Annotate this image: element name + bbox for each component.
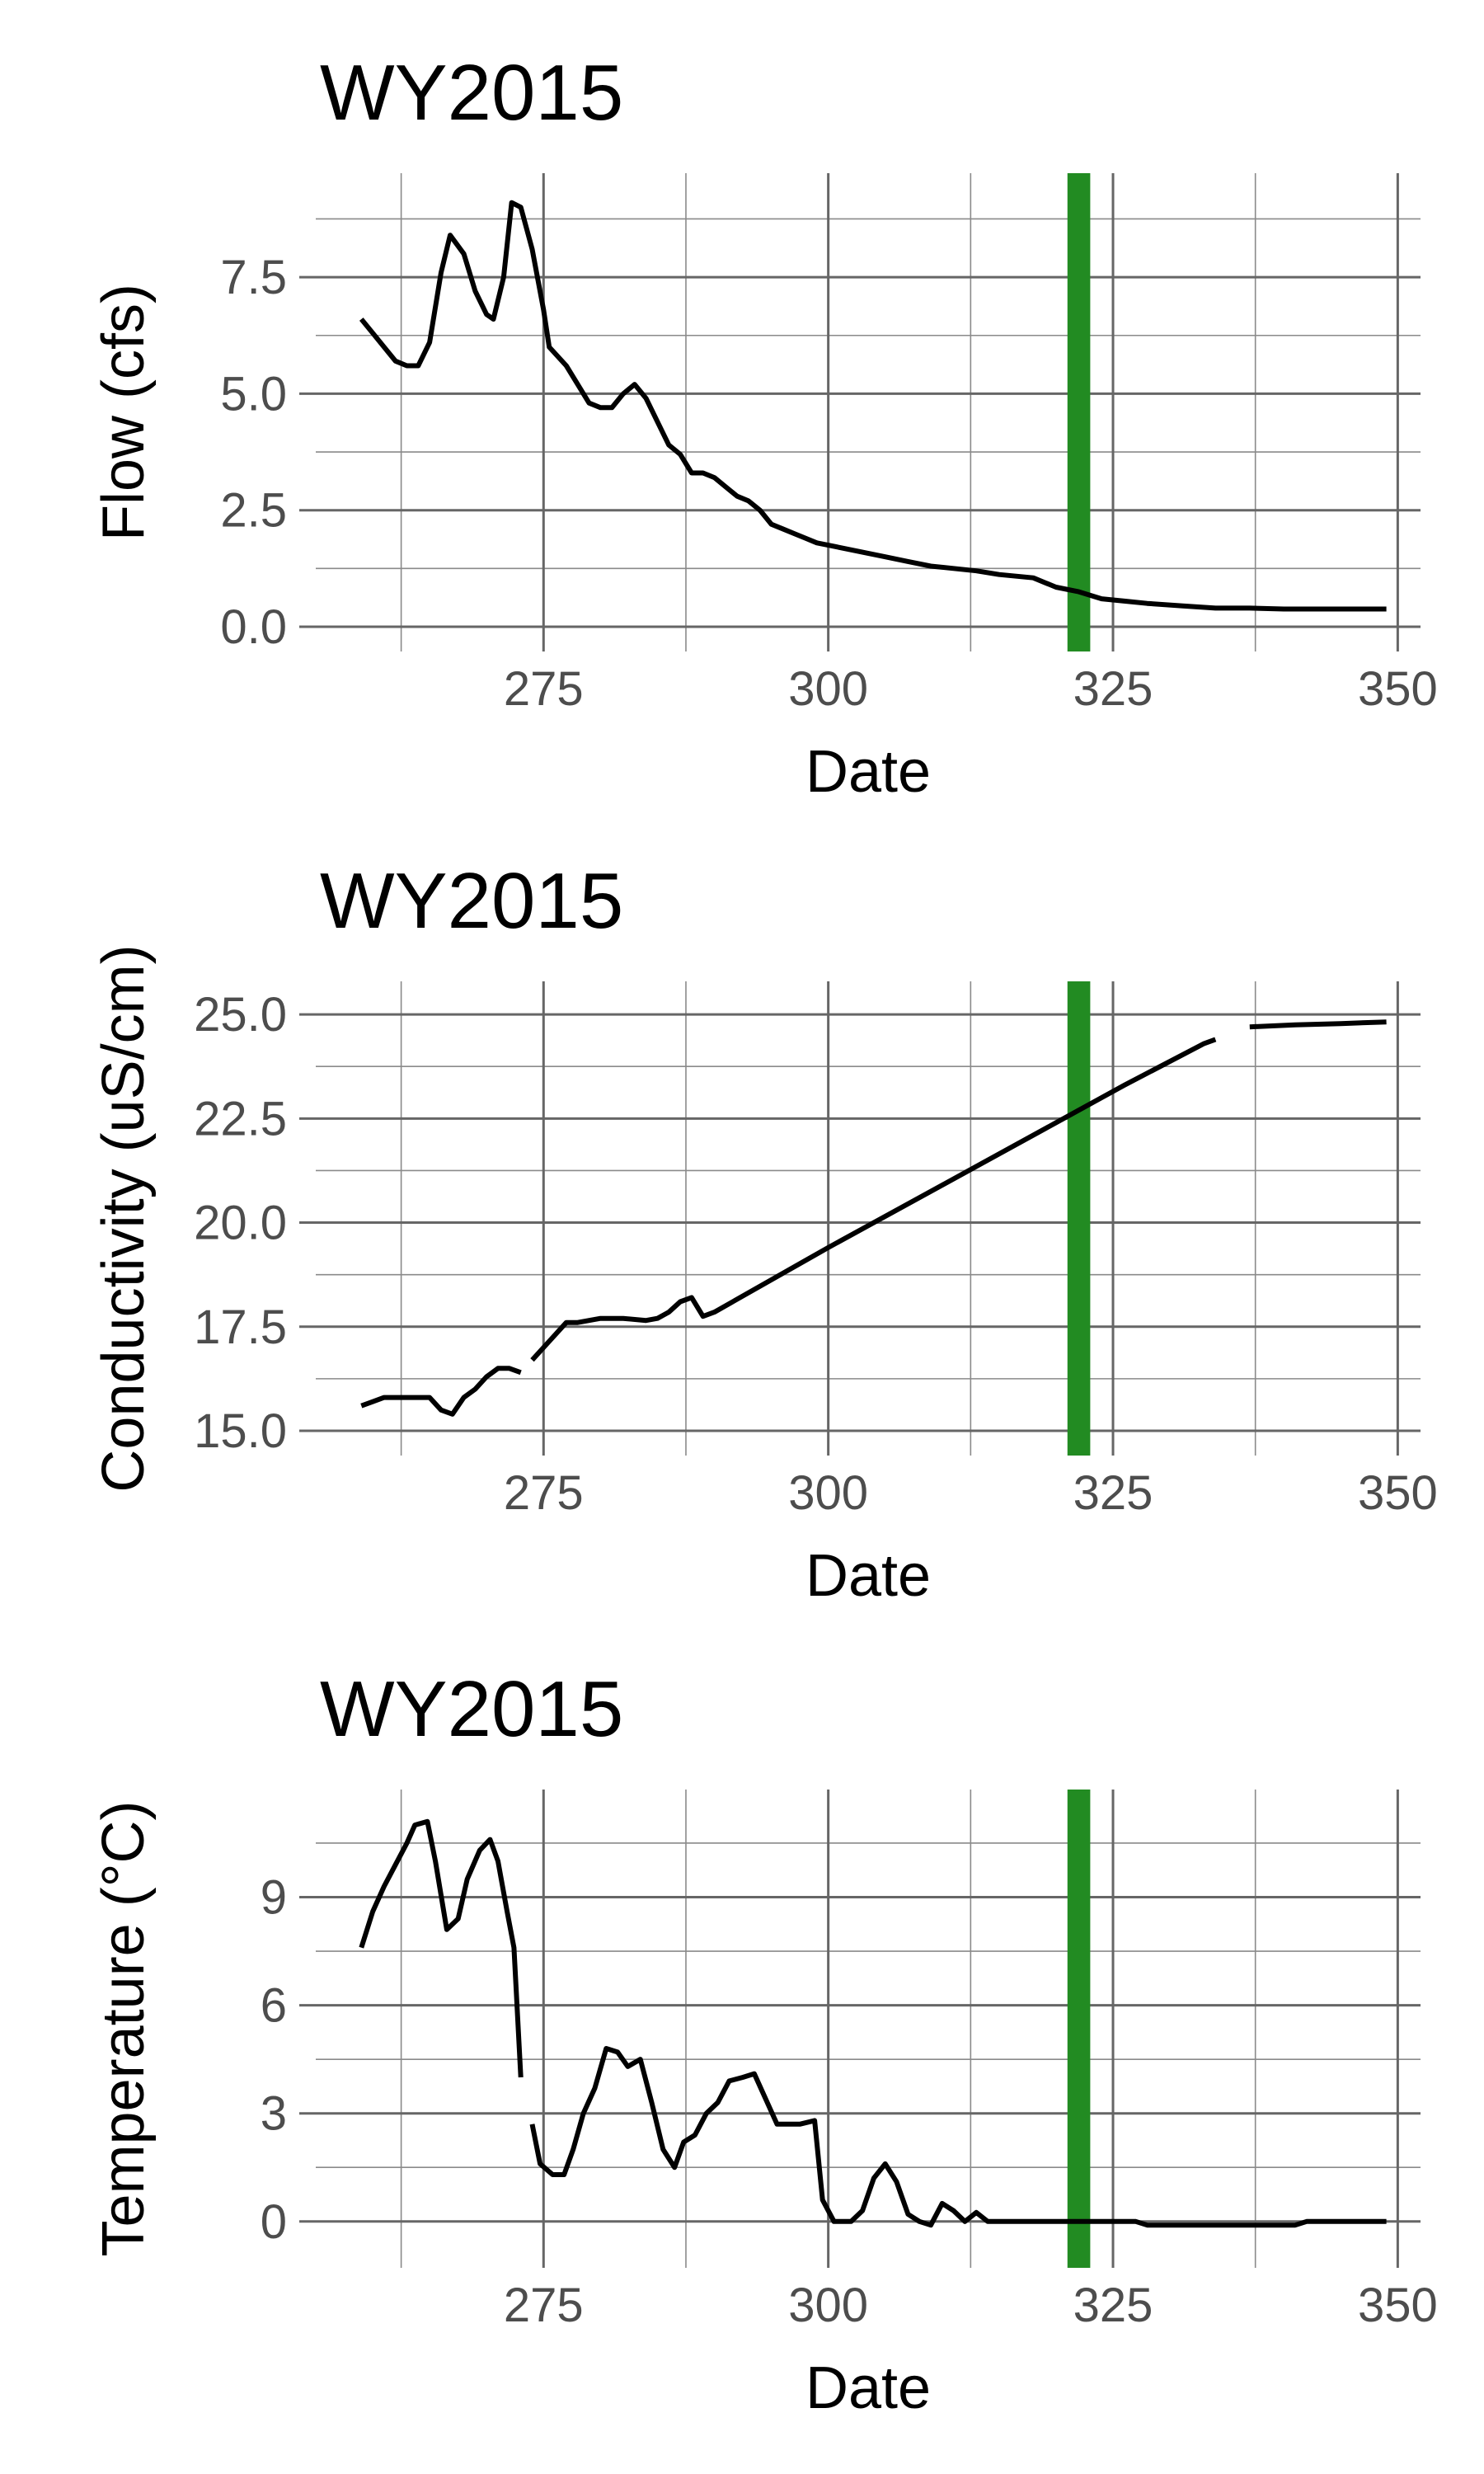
x-tick-label: 325 [1073,662,1153,716]
conductivity-y-axis-title: Conductivity (uS/cm) [91,944,157,1492]
temperature-chart-title: WY2015 [320,1665,623,1753]
flow-panel: 0.0 2.5 5.0 7.5 275 300 325 350 WY2015 Date Flow (… [91,49,1438,805]
x-tick-label: 300 [788,2279,868,2332]
flow-chart-title: WY2015 [320,49,623,137]
y-tick-label: 7.5 [220,251,287,304]
x-tick-label: 275 [504,662,584,716]
conductivity-chart-title: WY2015 [320,857,623,945]
conductivity-panel: 15.0 17.5 20.0 22.5 25.0 275 300 325 350 WY2015 Da… [91,857,1438,1609]
y-tick-label: 22.5 [194,1092,287,1145]
y-tick-label: 5.0 [220,367,287,421]
temperature-panel: 0 3 6 9 275 300 325 350 WY2015 Date Temperature (°… [91,1665,1438,2421]
x-tick-label: 325 [1073,2279,1153,2332]
temperature-line-segment [359,1818,524,2078]
x-tick-label: 350 [1358,662,1438,716]
flow-line-segment [359,200,1387,612]
y-tick-label: 3 [261,2087,287,2141]
y-tick-label: 2.5 [220,484,287,538]
highlight-band [1067,173,1091,651]
conductivity-line-segment [360,1366,522,1417]
temperature-x-axis-title: Date [805,2355,931,2421]
x-tick-label: 275 [504,1466,584,1520]
temperature-y-axis-title: Temperature (°C) [91,1801,157,2257]
highlight-band [1067,1790,1091,2268]
y-tick-label: 20.0 [194,1197,287,1250]
x-tick-label: 275 [504,2279,584,2332]
flow-y-axis-title: Flow (cfs) [91,284,157,541]
y-tick-label: 0 [261,2195,287,2249]
highlight-band [1067,981,1091,1456]
y-tick-label: 17.5 [194,1300,287,1354]
x-tick-label: 300 [788,1466,868,1520]
x-tick-label: 325 [1073,1466,1153,1520]
x-tick-label: 300 [788,662,868,716]
y-tick-label: 6 [261,1979,287,2033]
y-tick-label: 25.0 [194,988,287,1042]
y-tick-label: 9 [261,1871,287,1925]
x-tick-label: 350 [1358,2279,1438,2332]
flow-x-axis-title: Date [805,739,931,805]
y-tick-label: 15.0 [194,1404,287,1458]
conductivity-line-segment [530,1037,1217,1362]
conductivity-line-segment [1249,1019,1387,1030]
temperature-line-segment [529,2046,1387,2228]
y-tick-label: 0.0 [220,600,287,654]
x-tick-label: 350 [1358,1466,1438,1520]
conductivity-x-axis-title: Date [805,1543,931,1609]
